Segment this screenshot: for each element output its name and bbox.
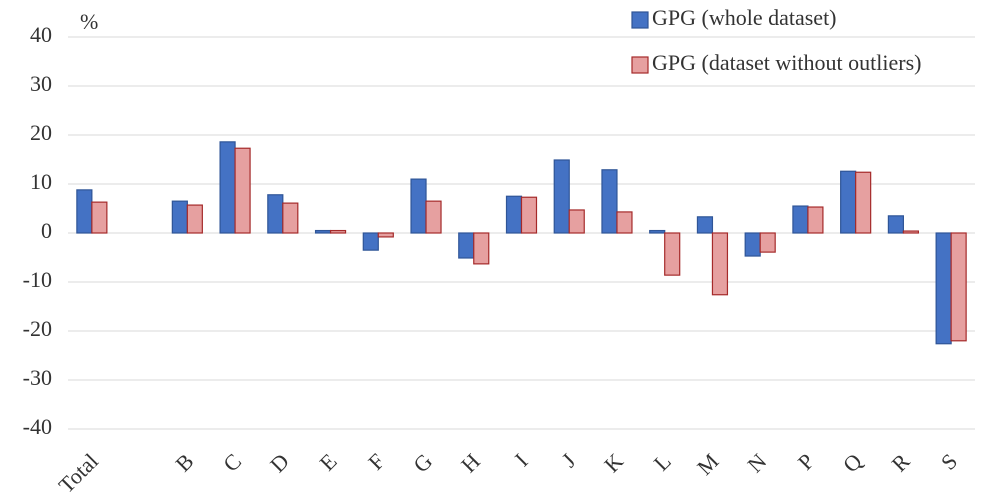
bar (171, 200, 188, 234)
y-tick-label: 30 (30, 71, 52, 96)
x-tick-label: K (599, 448, 628, 477)
bar (267, 194, 284, 234)
y-tick-label: -30 (23, 365, 52, 390)
x-tick-label: L (649, 448, 676, 475)
bar (377, 232, 394, 238)
y-tick-label: 20 (30, 120, 52, 145)
bar (616, 211, 633, 234)
bar (314, 229, 332, 234)
x-tick-label: J (557, 448, 581, 472)
bar (505, 195, 523, 234)
legend-swatch (631, 11, 649, 29)
x-tick-label: Total (54, 448, 103, 497)
bar (807, 206, 824, 234)
bar (410, 178, 427, 234)
bar (234, 147, 251, 234)
bar (458, 232, 475, 259)
x-tick-label: F (363, 448, 389, 474)
y-tick-label: 40 (30, 22, 52, 47)
bar (649, 229, 666, 234)
bar (935, 232, 952, 345)
legend-label: GPG (dataset without outliers) (652, 50, 921, 75)
bar (855, 171, 872, 234)
legend-label: GPG (whole dataset) (652, 5, 837, 30)
bar (711, 232, 729, 296)
y-tick-label: 0 (41, 218, 52, 243)
bar (76, 189, 93, 234)
bar (792, 205, 809, 234)
x-tick-label: E (314, 448, 341, 475)
bar (887, 215, 904, 234)
y-tick-label: -10 (23, 267, 52, 292)
bar (362, 232, 379, 251)
x-tick-label: D (265, 448, 294, 477)
x-tick-label: Q (838, 448, 867, 477)
x-tick-label: P (793, 448, 819, 474)
x-tick-label: M (692, 448, 724, 480)
x-tick-label: G (408, 448, 437, 477)
bar (473, 232, 490, 265)
bar (329, 229, 347, 234)
legend-swatch (631, 56, 649, 74)
y-axis-label: % (80, 9, 98, 34)
x-tick-label: C (218, 448, 246, 476)
x-tick-label: S (936, 448, 962, 474)
bar (186, 204, 203, 234)
x-tick-label: I (510, 448, 533, 471)
bar (759, 232, 776, 253)
y-tick-label: -20 (23, 316, 52, 341)
bar (696, 216, 714, 234)
bar (282, 202, 299, 234)
x-tick-label: R (886, 448, 914, 476)
bar (553, 159, 570, 234)
bar (568, 209, 585, 234)
bar (91, 201, 108, 234)
x-tick-label: H (456, 448, 485, 477)
bar (902, 230, 919, 234)
bar (950, 232, 967, 342)
bar (840, 170, 857, 234)
bar (664, 232, 681, 276)
bar (601, 169, 618, 234)
bar (219, 141, 236, 234)
x-tick-label: B (170, 448, 198, 476)
bar (744, 232, 761, 257)
y-tick-label: 10 (30, 169, 52, 194)
bar (520, 196, 538, 234)
x-tick-label: N (742, 448, 771, 477)
bar (425, 200, 442, 234)
y-tick-label: -40 (23, 414, 52, 439)
